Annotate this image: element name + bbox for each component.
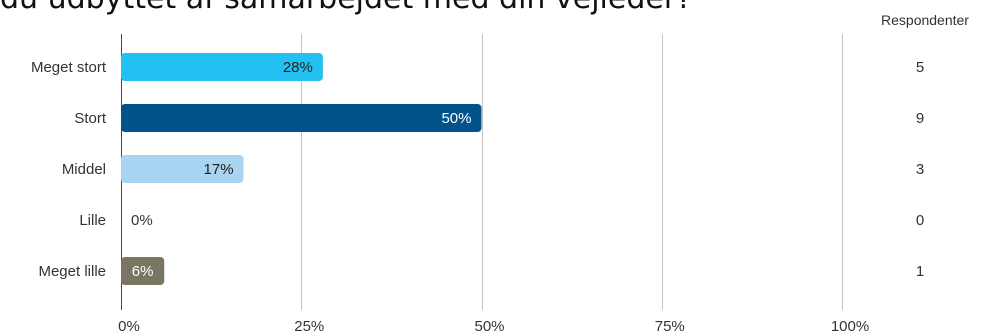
category-labels: Meget stort Stort Middel Lille Meget lille — [31, 59, 107, 280]
category-label: Lille — [79, 212, 106, 229]
x-axis-tick-labels: 0% 25% 50% 75% 100% — [118, 318, 869, 335]
bar — [121, 155, 244, 183]
x-tick-label: 25% — [294, 318, 324, 335]
bars — [121, 53, 482, 285]
respondents-column-header: Respondenter — [881, 12, 969, 28]
respondent-count: 9 — [916, 110, 924, 127]
data-label: 0% — [131, 212, 153, 229]
x-tick-label: 0% — [118, 318, 140, 335]
category-label: Middel — [62, 161, 106, 178]
respondent-count: 1 — [916, 263, 924, 280]
category-label: Stort — [74, 110, 107, 127]
data-label: 17% — [204, 161, 234, 178]
category-label: Meget stort — [31, 59, 107, 76]
x-tick-label: 50% — [474, 318, 504, 335]
respondent-count: 3 — [916, 161, 924, 178]
category-label: Meget lille — [38, 263, 106, 280]
respondent-count: 0 — [916, 212, 924, 229]
value-labels: 28% 50% 17% 0% 6% — [131, 59, 472, 280]
bar — [121, 53, 323, 81]
data-label: 6% — [132, 263, 154, 280]
x-tick-label: 75% — [655, 318, 685, 335]
data-label: 28% — [283, 59, 313, 76]
respondent-counts: 5 9 3 0 1 — [916, 59, 924, 280]
bar — [121, 257, 165, 285]
chart-title: du udbyttet af samarbejdet med din vejle… — [0, 0, 692, 24]
bar — [121, 104, 482, 132]
data-label: 50% — [441, 110, 471, 127]
respondent-count: 5 — [916, 59, 924, 76]
x-tick-label: 100% — [831, 318, 869, 335]
